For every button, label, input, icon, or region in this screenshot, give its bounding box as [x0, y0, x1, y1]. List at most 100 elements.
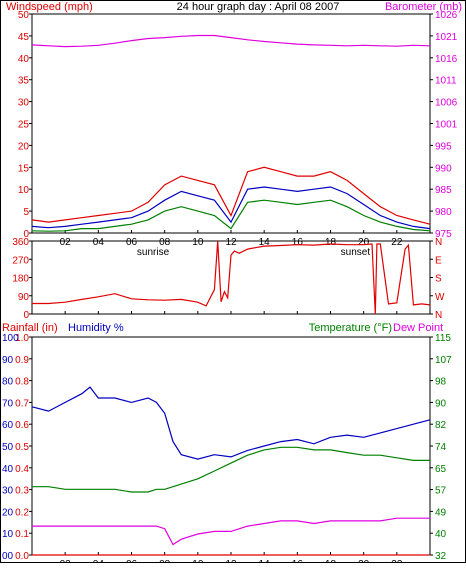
y-right-tick: E — [435, 255, 442, 266]
y-right-tick: 82 — [435, 420, 447, 431]
barometer-label: Barometer (mb) — [385, 1, 462, 13]
y-right-tick: 1006 — [435, 98, 458, 109]
y-right-tick: 90 — [435, 398, 447, 409]
x-tick-label: 22 — [391, 237, 403, 248]
x-tick-label: 04 — [93, 237, 105, 248]
x-tick-label: 18 — [325, 237, 337, 248]
x-tick-label: 14 — [259, 237, 271, 248]
y-right-tick: 1001 — [435, 120, 458, 131]
y-left-tick: 0.0 — [15, 551, 29, 562]
y-left-tick: 0.9 — [15, 355, 29, 366]
rainfall-label: Rainfall (in) — [2, 322, 58, 334]
y-right-tick: 975 — [435, 229, 452, 240]
x-tick-label: 04 — [93, 559, 105, 563]
y-right-tick: S — [435, 274, 442, 285]
sunrise-label: sunrise — [137, 247, 170, 258]
x-tick-label: 12 — [225, 559, 237, 563]
sunset-label: sunset — [341, 247, 371, 258]
y-left-tick-humidity: 10 — [2, 529, 14, 540]
y-left-tick: 0.3 — [15, 486, 29, 497]
series-line — [31, 386, 431, 460]
x-tick-label: 16 — [292, 559, 304, 563]
y-right-tick: 57 — [435, 486, 447, 497]
x-tick-label: 18 — [325, 559, 337, 563]
y-left-tick-humidity: 40 — [2, 464, 14, 475]
y-left-tick: 0.4 — [15, 464, 29, 475]
series-line — [31, 166, 431, 225]
y-right-tick: 995 — [435, 141, 452, 152]
y-left-tick: 50 — [18, 10, 30, 21]
y-right-tick: 107 — [435, 355, 452, 366]
x-tick-label: 06 — [126, 237, 138, 248]
x-tick-label: 14 — [259, 559, 271, 563]
x-tick-label: 02 — [60, 237, 72, 248]
y-left-tick: 0.8 — [15, 377, 29, 388]
y-left-tick-humidity: 20 — [2, 507, 14, 518]
y-left-tick: 270 — [12, 255, 29, 266]
x-tick-label: 16 — [292, 237, 304, 248]
windspeed-label: Windspeed (mph) — [6, 1, 93, 13]
x-tick-label: 20 — [358, 559, 370, 563]
y-left-tick: 180 — [12, 274, 29, 285]
y-left-tick: 20 — [18, 141, 30, 152]
y-right-tick: 74 — [435, 442, 447, 453]
series-line — [32, 446, 430, 493]
y-left-tick: 0 — [23, 310, 29, 321]
y-left-tick: 360 — [12, 237, 29, 248]
y-right-tick: 98 — [435, 377, 447, 388]
y-left-tick: 0.5 — [15, 442, 29, 453]
y-left-tick-humidity: 60 — [2, 420, 14, 431]
dewpoint-label: Dew Point — [393, 322, 443, 334]
y-right-tick: 990 — [435, 163, 452, 174]
y-right-tick: 1011 — [435, 76, 457, 87]
y-right-tick: 40 — [435, 529, 447, 540]
series-line — [31, 199, 431, 232]
y-left-tick-humidity: 30 — [2, 486, 14, 497]
y-left-tick: 0.2 — [15, 507, 29, 518]
series-line — [31, 186, 431, 230]
x-tick-label: 10 — [192, 559, 204, 563]
y-right-tick: 1016 — [435, 54, 458, 65]
series-line — [31, 34, 431, 48]
x-tick-label: 22 — [391, 559, 403, 563]
page-title: 24 hour graph day : April 08 2007 — [177, 1, 340, 13]
y-left-tick: 25 — [18, 120, 30, 131]
x-tick-label: 10 — [192, 237, 204, 248]
humidity-label: Humidity % — [68, 322, 124, 334]
y-right-tick: W — [435, 292, 445, 303]
y-left-tick-humidity: 70 — [2, 398, 14, 409]
y-left-tick: 15 — [18, 163, 30, 174]
y-right-tick: N — [435, 237, 442, 248]
y-left-tick: 10 — [18, 185, 30, 196]
x-tick-label: 08 — [159, 237, 171, 248]
y-left-tick: 1.0 — [15, 333, 29, 344]
x-tick-label: 08 — [159, 559, 171, 563]
y-right-tick: 65 — [435, 464, 447, 475]
y-right-tick: 115 — [435, 333, 451, 344]
y-right-tick: 1026 — [435, 10, 458, 21]
y-right-tick: 980 — [435, 207, 452, 218]
y-left-tick-humidity: 100 — [2, 333, 19, 344]
y-right-tick: N — [435, 310, 442, 321]
y-right-tick: 1021 — [435, 32, 458, 43]
y-left-tick-humidity: 50 — [2, 442, 14, 453]
x-tick-label: 02 — [60, 559, 72, 563]
series-line — [32, 240, 431, 315]
y-left-tick: 0.1 — [15, 529, 29, 540]
series-line — [32, 517, 430, 546]
x-tick-label: 12 — [225, 237, 237, 248]
x-tick-label: 20 — [358, 237, 370, 248]
y-left-tick: 0 — [23, 229, 29, 240]
y-left-tick: 45 — [18, 32, 30, 43]
y-left-tick: 35 — [18, 76, 30, 87]
y-right-tick: 49 — [435, 507, 447, 518]
y-left-tick: 0.6 — [15, 420, 29, 431]
temperature-label: Temperature (°F) — [309, 322, 392, 334]
y-right-tick: 32 — [435, 551, 447, 562]
y-left-tick: 0.7 — [15, 398, 29, 409]
y-left-tick: 40 — [18, 54, 30, 65]
y-left-tick: 90 — [18, 292, 30, 303]
